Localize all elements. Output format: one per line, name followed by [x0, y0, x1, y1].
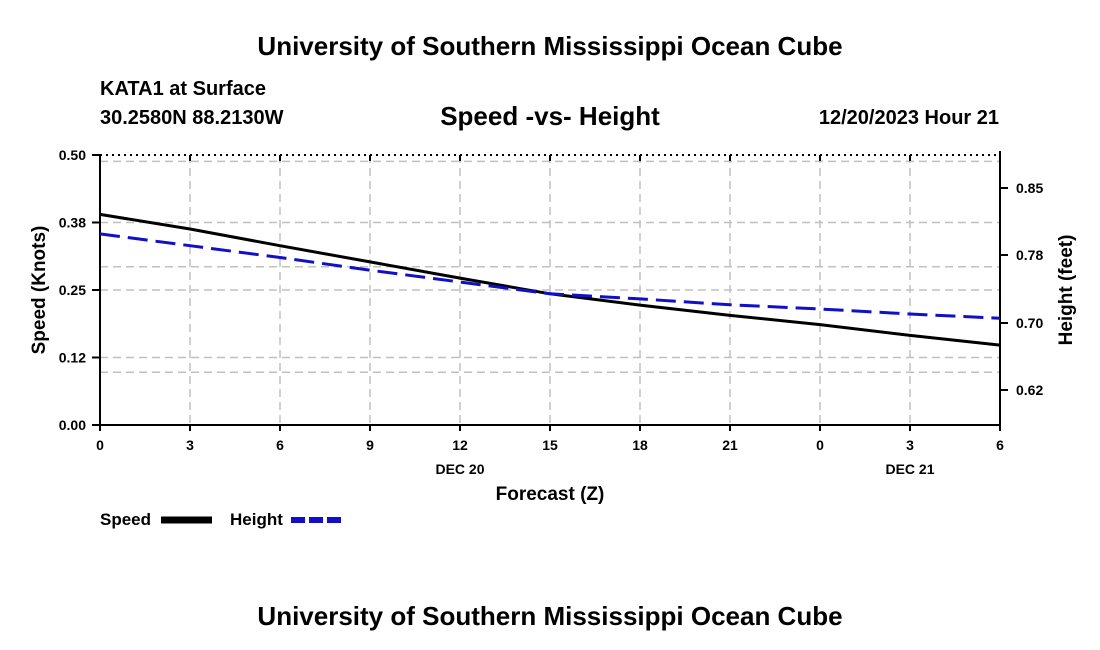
station-label: KATA1 at Surface — [100, 78, 266, 100]
right-tick-label: 0.78 — [1016, 247, 1043, 263]
right-tick-label: 0.62 — [1016, 382, 1043, 398]
legend-height-label: Height — [230, 510, 283, 529]
x-tick-label: 3 — [186, 437, 194, 453]
x-tick-label: 15 — [542, 437, 558, 453]
x-tick-label: 12 — [452, 437, 468, 453]
legend-speed-label: Speed — [100, 510, 151, 529]
series-lines — [99, 212, 1001, 347]
left-tick-label: 0.00 — [59, 417, 86, 433]
left-tick-label: 0.50 — [59, 147, 86, 163]
date-label: DEC 21 — [885, 461, 934, 477]
x-tick-label: 3 — [906, 437, 914, 453]
x-tick-label: 9 — [366, 437, 374, 453]
x-tick-label: 6 — [996, 437, 1004, 453]
chart-title: Speed -vs- Height — [440, 101, 660, 131]
date-label: DEC 20 — [435, 461, 484, 477]
left-tick-label: 0.12 — [59, 350, 86, 366]
x-tick-label: 21 — [722, 437, 738, 453]
x-tick-label: 18 — [632, 437, 648, 453]
left-tick-label: 0.38 — [59, 215, 86, 231]
grid-lines — [100, 155, 1000, 425]
legend: Speed Height — [100, 510, 342, 529]
axis-ticks: 0 3 6 9 12 15 18 21 0 3 6 DEC 20 DEC 21 0.00 0.12 0.25 0… — [59, 147, 1044, 477]
x-tick-label: 0 — [96, 437, 104, 453]
right-tick-label: 0.70 — [1016, 315, 1043, 331]
left-tick-label: 0.25 — [59, 282, 86, 298]
right-tick-label: 0.85 — [1016, 180, 1043, 196]
series-line-height — [99, 232, 1001, 320]
footer-title: University of Southern Mississippi Ocean… — [257, 601, 842, 631]
x-tick-label: 6 — [276, 437, 284, 453]
station-coords: 30.2580N 88.2130W — [100, 107, 284, 129]
right-axis-label: Height (feet) — [1056, 235, 1077, 346]
x-tick-label: 0 — [816, 437, 824, 453]
forecast-datetime: 12/20/2023 Hour 21 — [819, 107, 999, 129]
left-axis-label: Speed (Knots) — [29, 226, 50, 355]
x-axis-label: Forecast (Z) — [496, 484, 605, 505]
main-title: University of Southern Mississippi Ocean… — [257, 31, 842, 61]
